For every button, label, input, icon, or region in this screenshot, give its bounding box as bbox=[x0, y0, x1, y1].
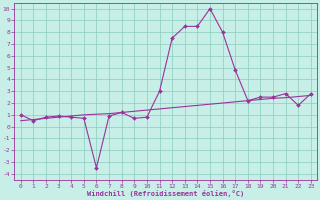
X-axis label: Windchill (Refroidissement éolien,°C): Windchill (Refroidissement éolien,°C) bbox=[87, 190, 244, 197]
